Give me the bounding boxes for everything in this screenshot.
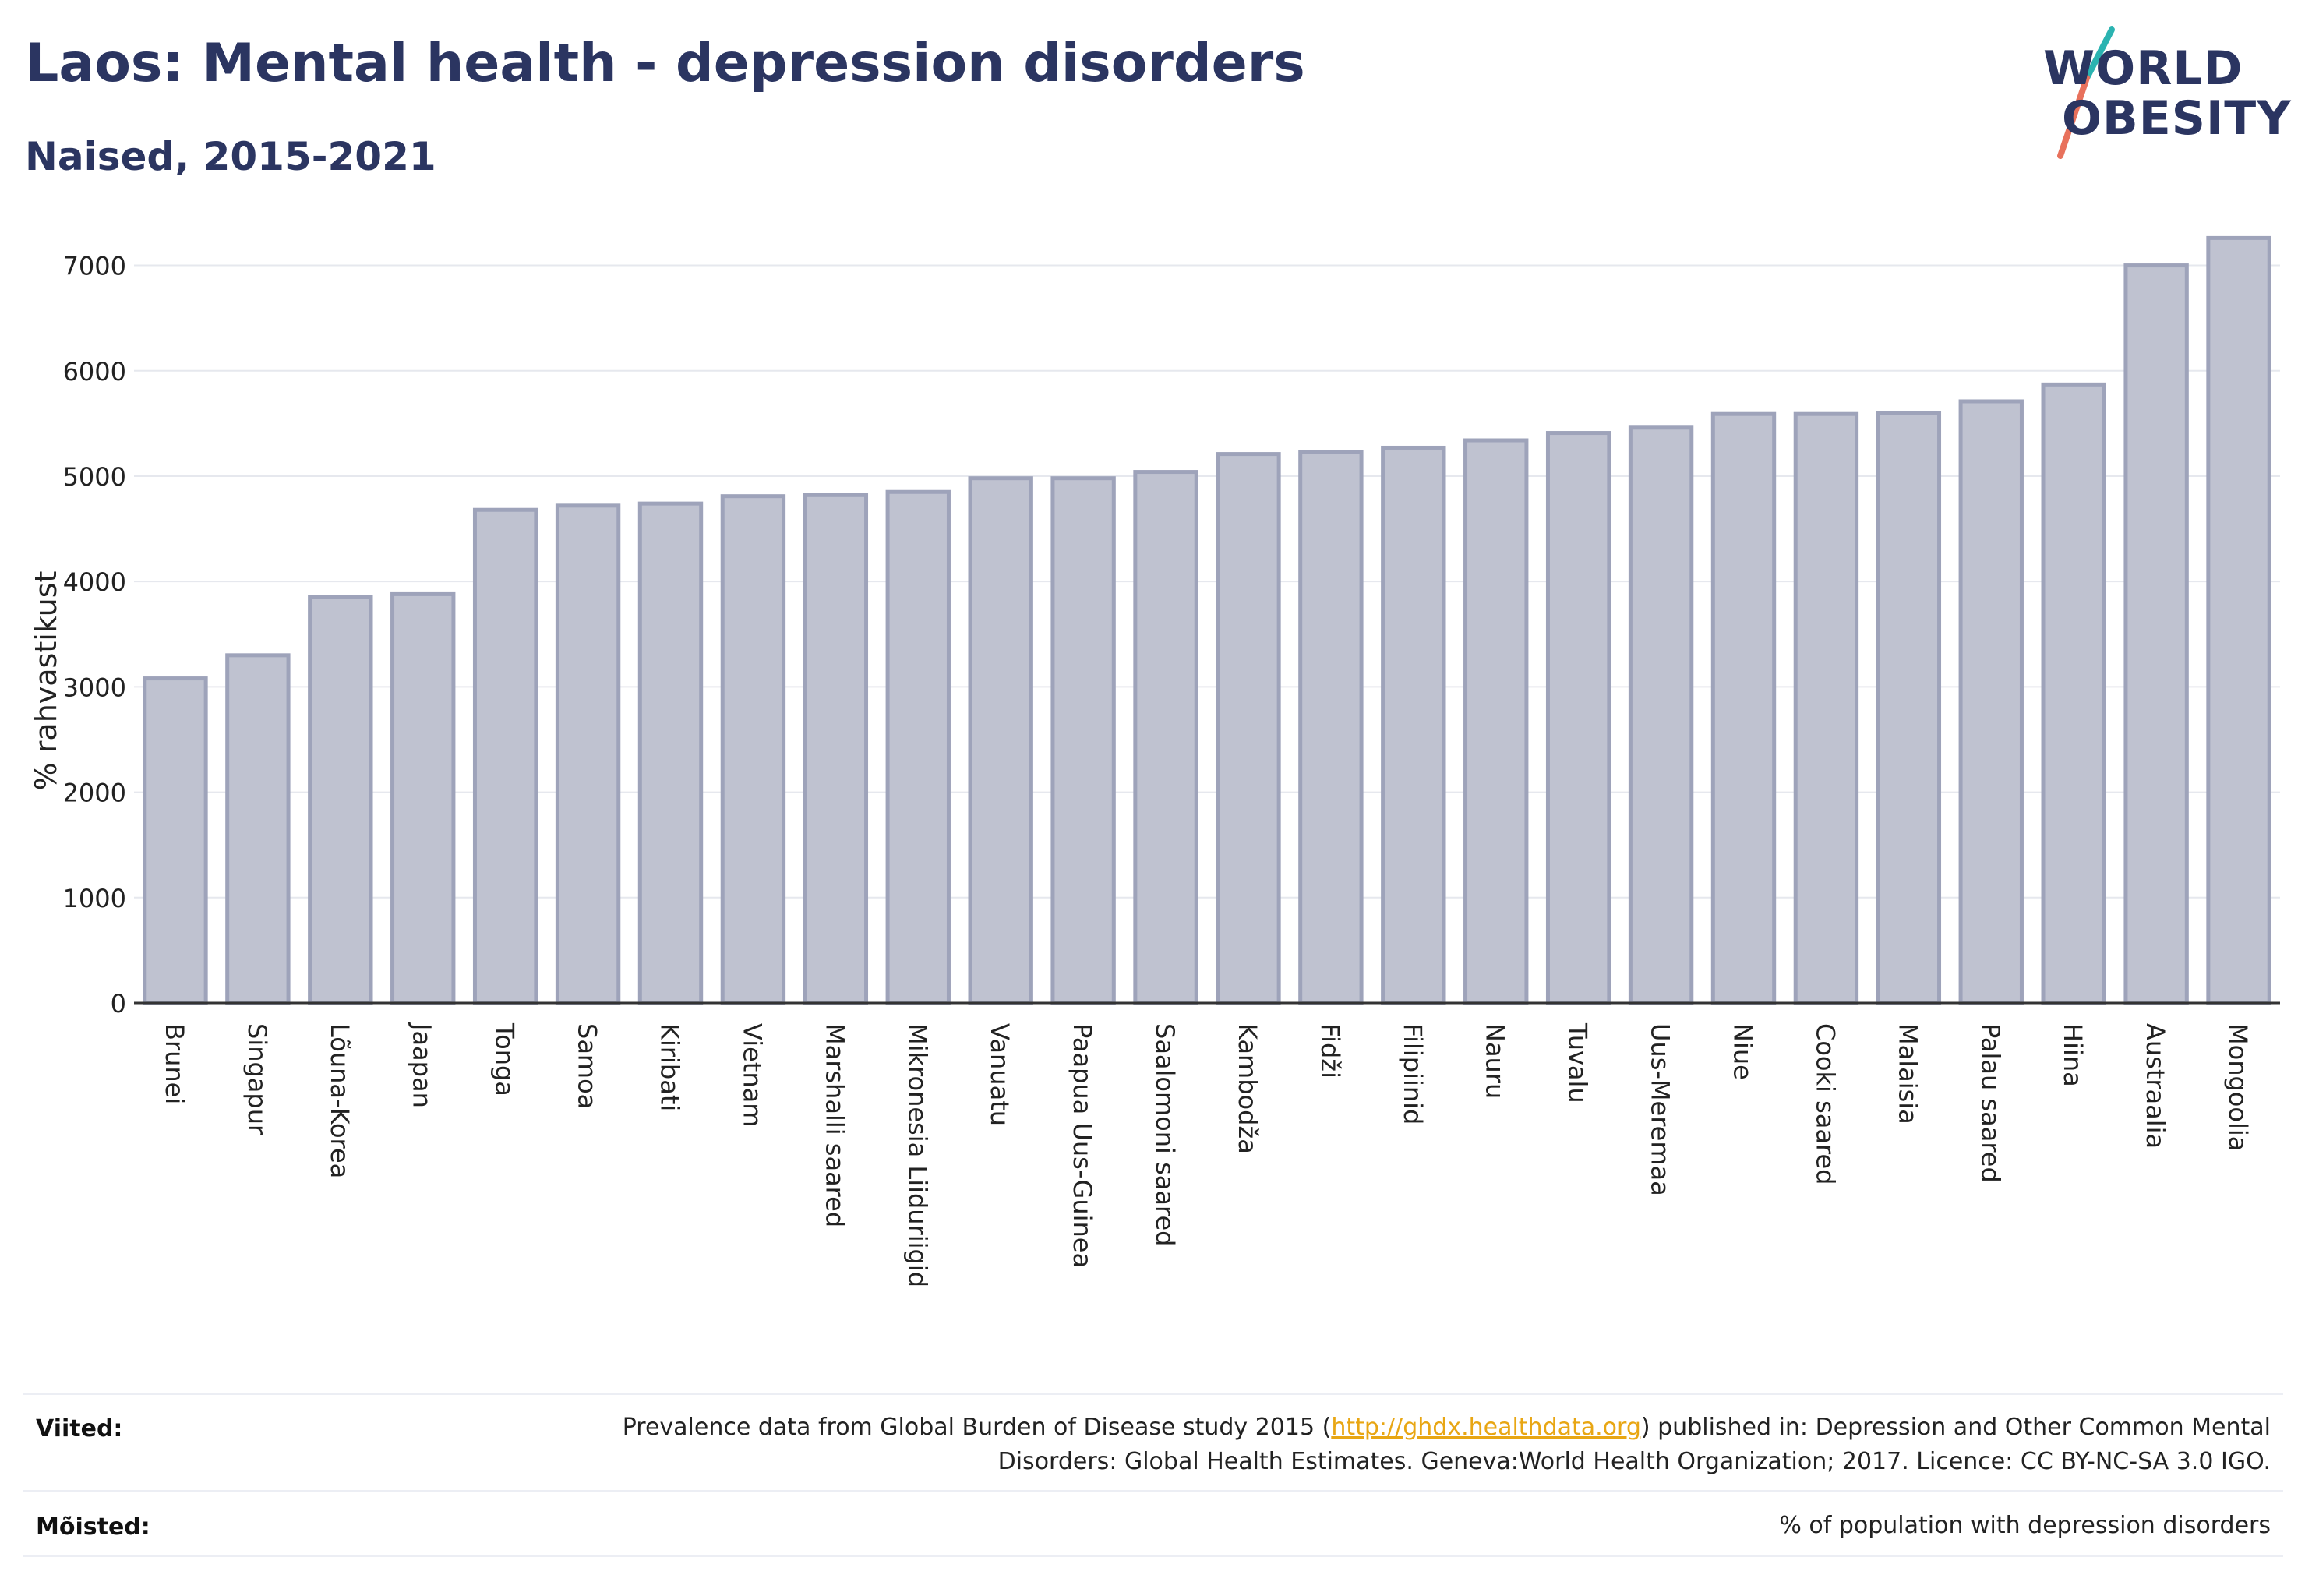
x-tick-label: Tonga xyxy=(490,1022,520,1096)
definitions-label: Mõisted: xyxy=(36,1513,150,1541)
y-tick-label: 7000 xyxy=(63,252,126,281)
bar xyxy=(2041,382,2106,1005)
x-tick-label: Jaapan xyxy=(408,1022,437,1108)
x-tick-label: Hiina xyxy=(2058,1023,2088,1087)
y-tick-label: 1000 xyxy=(63,884,126,913)
bar xyxy=(1050,476,1116,1005)
x-tick-label: Lõuna-Korea xyxy=(325,1023,355,1178)
x-tick-label: Marshalli saared xyxy=(820,1023,849,1227)
bar xyxy=(2123,263,2189,1005)
y-axis-label: % rahvastikust xyxy=(29,571,63,791)
y-tick-label: 3000 xyxy=(63,673,126,702)
divider-bottom xyxy=(23,1555,2283,1557)
bar xyxy=(225,653,291,1005)
bar xyxy=(1958,399,2024,1005)
x-tick-label: Fidži xyxy=(1315,1023,1345,1079)
bar xyxy=(1216,452,1281,1005)
x-tick-label: Austraalia xyxy=(2141,1023,2170,1149)
bar xyxy=(803,493,869,1005)
references-text-after: ) published in: Depression and Other Com… xyxy=(997,1414,2271,1475)
bar xyxy=(1710,411,1777,1005)
bar xyxy=(555,503,621,1005)
x-tick-label: Singapur xyxy=(242,1023,272,1135)
y-tick-label: 6000 xyxy=(63,357,126,387)
x-tick-label: Brunei xyxy=(160,1023,189,1104)
world-obesity-logo: WORLD OBESITY xyxy=(2026,23,2291,164)
x-tick-label: Tuvalu xyxy=(1563,1022,1593,1103)
divider-middle xyxy=(23,1490,2283,1492)
y-tick-label: 2000 xyxy=(63,779,126,808)
x-tick-label: Cooki saared xyxy=(1810,1023,1840,1185)
references-link[interactable]: http://ghdx.healthdata.org xyxy=(1331,1414,1641,1441)
x-tick-label: Kiribati xyxy=(655,1023,685,1111)
x-tick-label: Nauru xyxy=(1481,1023,1510,1099)
bar xyxy=(1298,450,1364,1005)
bar xyxy=(1876,411,1942,1005)
bar xyxy=(143,676,208,1005)
bar xyxy=(1381,445,1446,1005)
bar xyxy=(1628,425,1694,1005)
chart-title: Laos: Mental health - depression disorde… xyxy=(25,33,1305,94)
y-tick-label: 4000 xyxy=(63,567,126,597)
bar xyxy=(1463,438,1529,1005)
logo-text-world: WORLD xyxy=(2043,41,2243,96)
x-tick-label: Niue xyxy=(1728,1023,1758,1080)
references-text-before: Prevalence data from Global Burden of Di… xyxy=(622,1414,1332,1441)
y-tick-label: 5000 xyxy=(63,462,126,492)
x-tick-label: Vietnam xyxy=(737,1023,767,1127)
bar xyxy=(308,595,373,1005)
logo-slash-icon xyxy=(2057,26,2115,159)
definitions-text: % of population with depression disorder… xyxy=(1779,1512,2271,1539)
x-tick-label: Uus-Meremaa xyxy=(1646,1023,1675,1196)
divider-top xyxy=(23,1393,2283,1395)
bar xyxy=(720,494,786,1005)
bar-chart: 0 1000 2000 3000 4000 5000 6000 7000 % rahvastik… xyxy=(29,235,2280,1287)
x-tick-label: Saalomoni saared xyxy=(1150,1023,1180,1246)
bar xyxy=(2206,235,2271,1005)
chart-subtitle: Naised, 2015-2021 xyxy=(25,134,436,179)
bar xyxy=(1545,431,1611,1005)
x-tick-label: Paapua Uus-Guinea xyxy=(1068,1023,1097,1268)
bar xyxy=(1793,411,1859,1005)
x-tick-label: Samoa xyxy=(573,1023,602,1109)
x-tick-label: Kambodža xyxy=(1233,1023,1262,1154)
x-tick-label: Mikronesia Liiduriigid xyxy=(902,1023,932,1287)
bar xyxy=(885,489,951,1005)
references-text: Prevalence data from Global Burden of Di… xyxy=(556,1411,2271,1479)
bar xyxy=(390,591,456,1005)
x-tick-label: Malaisia xyxy=(1893,1023,1922,1125)
bar xyxy=(1133,470,1198,1005)
x-tick-label: Palau saared xyxy=(1975,1023,2005,1183)
x-tick-label: Vanuatu xyxy=(985,1023,1015,1126)
bar xyxy=(968,476,1033,1005)
x-tick-label: Filipiinid xyxy=(1398,1023,1428,1125)
bar xyxy=(472,507,538,1005)
x-tick-label: Mongoolia xyxy=(2223,1023,2253,1151)
y-tick-label: 0 xyxy=(111,989,126,1019)
logo-text-obesity: OBESITY xyxy=(2062,91,2292,146)
bar xyxy=(637,501,704,1005)
references-label: Viited: xyxy=(36,1415,123,1442)
